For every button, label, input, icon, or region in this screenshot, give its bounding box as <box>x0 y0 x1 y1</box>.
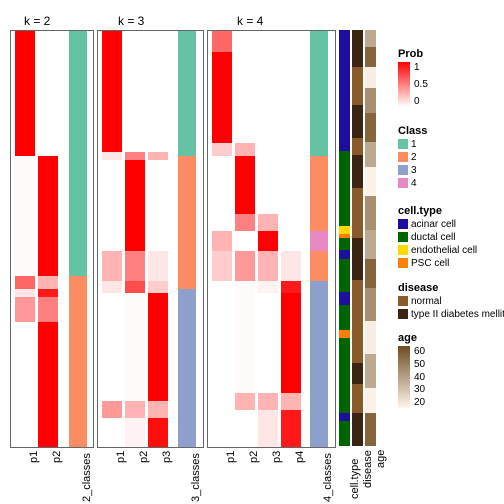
x-label: p2 <box>138 451 150 463</box>
x-label: age <box>375 449 387 467</box>
x-label: p1 <box>115 451 127 463</box>
panel-title: k = 4 <box>237 14 263 28</box>
legend: cell.typeacinar cellductal cellendotheli… <box>398 205 477 269</box>
x-label: 4_classes <box>322 453 334 502</box>
legend: Class1234 <box>398 125 427 189</box>
heatmap-panel <box>10 30 94 448</box>
x-label: p1 <box>28 451 40 463</box>
x-label: p1 <box>225 451 237 463</box>
figure-root: k = 2 p1 p2 2_classes k = 3 p1 p2 p3 3_classes k … <box>0 0 504 504</box>
legend: Prob10.50 <box>398 48 428 107</box>
panel-title: k = 2 <box>24 14 50 28</box>
heatmap-panel <box>97 30 204 448</box>
heatmap-panel <box>207 30 336 448</box>
x-label: p3 <box>271 451 283 463</box>
x-label: p2 <box>51 451 63 463</box>
x-label: p3 <box>161 451 173 463</box>
annotation-tracks <box>339 30 378 446</box>
legend: diseasenormaltype II diabetes mellitus <box>398 282 504 320</box>
x-label: 3_classes <box>190 453 202 502</box>
x-label: p4 <box>294 451 306 463</box>
panel-title: k = 3 <box>118 14 144 28</box>
x-label: disease <box>362 450 374 488</box>
x-label: cell.type <box>349 458 361 498</box>
legend: age6050403020 <box>398 332 425 408</box>
x-label: 2_classes <box>81 453 93 502</box>
x-label: p2 <box>248 451 260 463</box>
